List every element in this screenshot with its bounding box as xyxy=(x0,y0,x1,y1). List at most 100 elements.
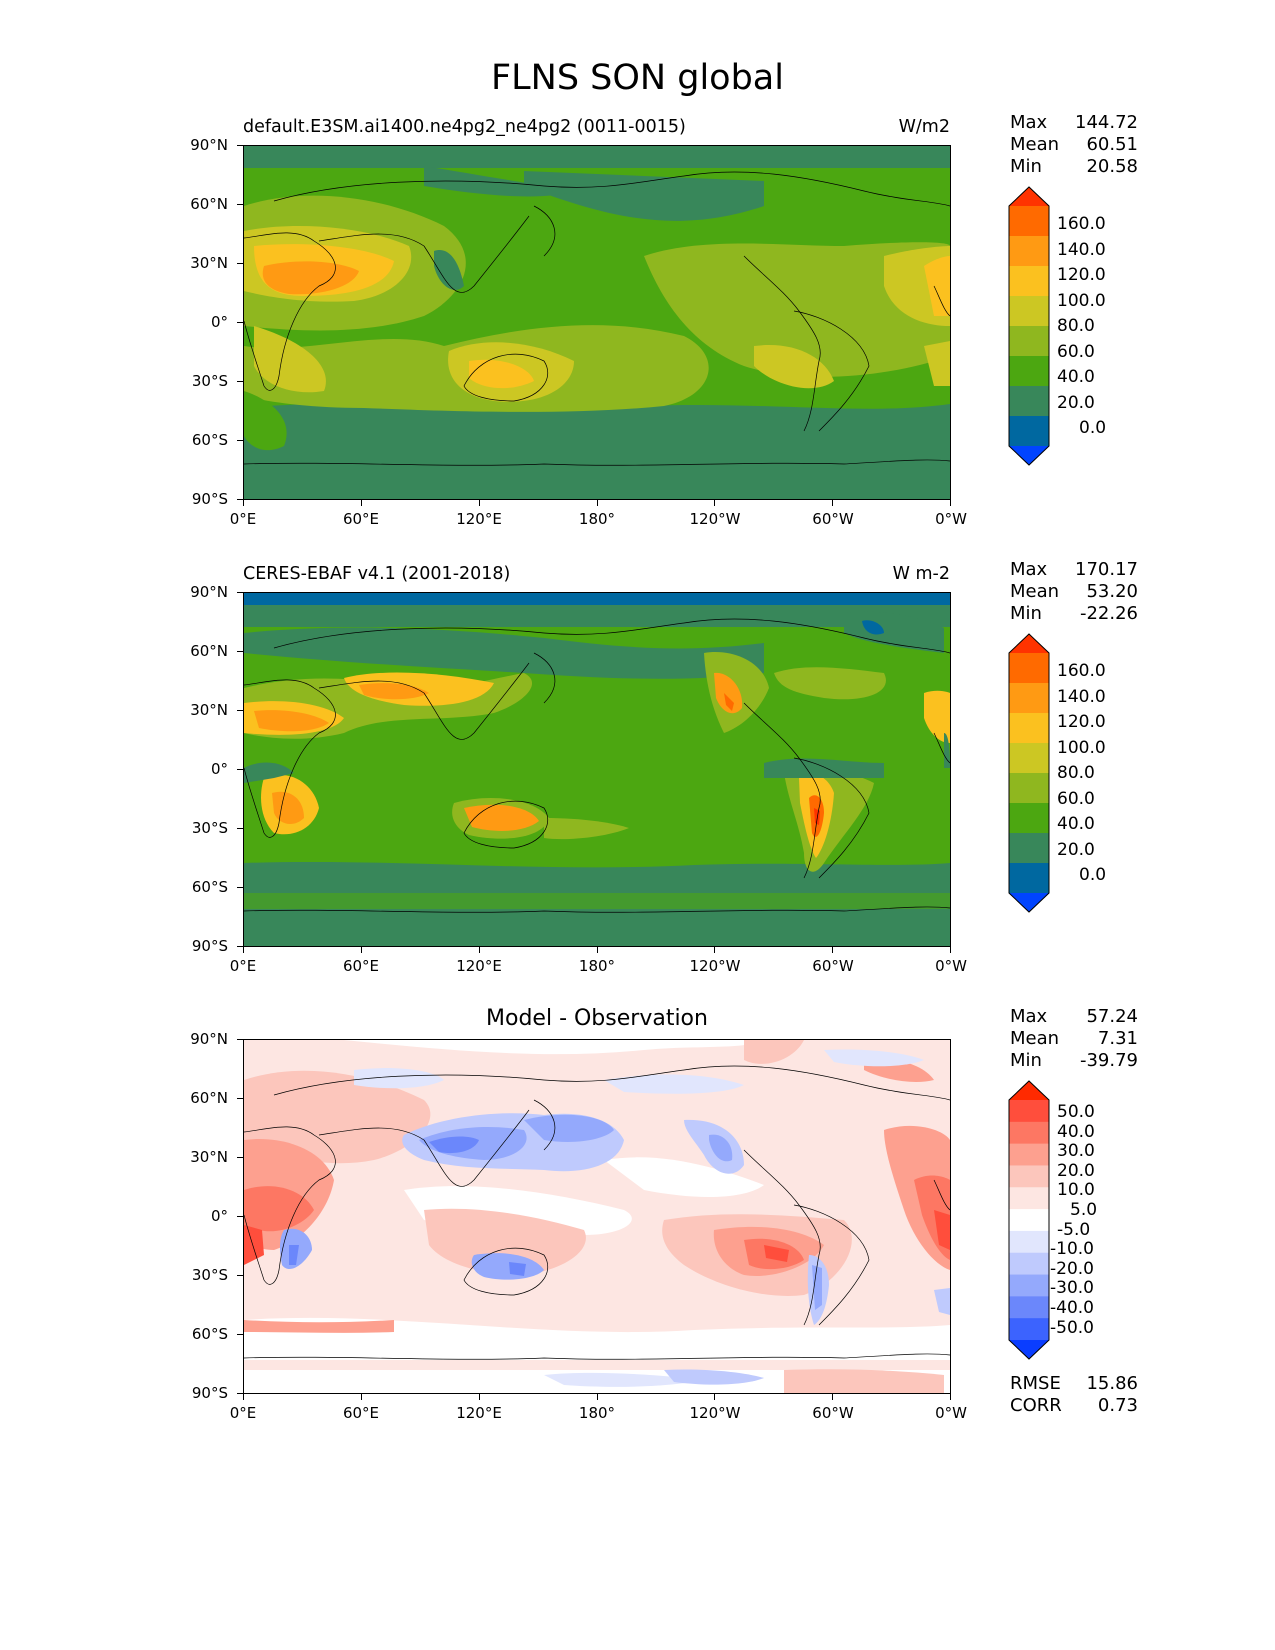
colorbar-model xyxy=(1008,186,1050,472)
y-tick-label: 60°S xyxy=(191,431,228,449)
x-tick xyxy=(243,1394,244,1400)
y-tick-label: 0° xyxy=(210,313,228,331)
stat-mean: 53.20 xyxy=(1086,581,1138,602)
y-tick xyxy=(237,651,243,652)
stat-mean: 7.31 xyxy=(1097,1028,1138,1049)
x-tick-label: 120°E xyxy=(456,510,502,528)
colorbar-segment xyxy=(1009,1187,1049,1210)
stat-rmse: 15.86 xyxy=(1086,1373,1138,1394)
y-tick xyxy=(237,710,243,711)
y-tick-label: 30°N xyxy=(190,1148,228,1166)
panel-units-model: W/m2 xyxy=(898,117,950,137)
y-tick-label: 30°N xyxy=(190,254,228,272)
x-tick-label: 0°E xyxy=(229,957,257,975)
y-tick-label: 90°N xyxy=(190,136,228,154)
x-tick xyxy=(832,1394,834,1400)
colorbar-label: -20.0 xyxy=(1050,1259,1094,1279)
colorbar-segment xyxy=(1009,833,1049,864)
x-tick-label: 60°E xyxy=(342,510,380,528)
colorbar-label: 50.0 xyxy=(1057,1102,1095,1122)
map-diff xyxy=(243,1039,951,1394)
stat-label: Mean xyxy=(1010,134,1060,155)
colorbar-segment xyxy=(1009,863,1049,894)
y-tick xyxy=(237,204,243,205)
x-tick xyxy=(950,1394,951,1400)
x-tick-label: 120°W xyxy=(689,1404,741,1422)
colorbar-segment xyxy=(1009,266,1049,297)
figure-title: FLNS SON global xyxy=(491,58,784,98)
y-tick xyxy=(237,440,243,441)
x-tick-label: 120°W xyxy=(689,957,741,975)
x-tick xyxy=(596,1394,598,1400)
y-tick-label: 60°N xyxy=(190,642,228,660)
y-tick xyxy=(237,1039,243,1040)
colorbar-segment xyxy=(1009,326,1049,357)
colorbar-label: 5.0 xyxy=(1070,1200,1098,1220)
x-tick-label: 0°E xyxy=(229,510,257,528)
colorbar-label: 60.0 xyxy=(1057,789,1095,809)
y-tick-label: 30°S xyxy=(191,1266,228,1284)
colorbar-extend-top xyxy=(1009,187,1049,206)
colorbar-segment xyxy=(1009,1165,1049,1188)
x-tick xyxy=(478,1394,480,1400)
colorbar-label: 20.0 xyxy=(1057,1161,1095,1181)
colorbar-extend-bottom xyxy=(1009,446,1049,465)
stat-label: Mean xyxy=(1010,1028,1060,1049)
x-tick xyxy=(950,947,951,953)
x-tick-label: 180° xyxy=(578,957,616,975)
colorbar-segment xyxy=(1009,1230,1049,1254)
colorbar-extend-bottom xyxy=(1009,1340,1049,1359)
colorbar-label: 140.0 xyxy=(1057,240,1106,260)
colorbar-segment xyxy=(1009,236,1049,267)
y-tick-label: 30°S xyxy=(191,819,228,837)
colorbar-segment xyxy=(1009,206,1049,237)
panel-title-model: default.E3SM.ai1400.ne4pg2_ne4pg2 (0011-… xyxy=(243,117,686,137)
y-tick-label: 90°S xyxy=(191,937,228,955)
colorbar-label: 20.0 xyxy=(1057,840,1095,860)
stats-diff: Max 57.24 Mean 7.31 Min -39.79 xyxy=(1010,1006,1138,1072)
colorbar-label: 100.0 xyxy=(1057,291,1106,311)
colorbar-segment xyxy=(1009,653,1049,684)
colorbar-label: 0.0 xyxy=(1079,865,1107,885)
y-tick xyxy=(237,499,243,500)
colorbar-label: 140.0 xyxy=(1057,687,1106,707)
stat-label: RMSE xyxy=(1010,1373,1061,1394)
x-tick xyxy=(243,500,244,506)
panel-title-obs: CERES-EBAF v4.1 (2001-2018) xyxy=(243,564,511,584)
colorbar-outline xyxy=(1008,186,1050,466)
y-tick xyxy=(237,946,243,947)
colorbar-label: 120.0 xyxy=(1057,265,1106,285)
panel-units-obs: W m-2 xyxy=(892,564,950,584)
x-tick-label: 60°E xyxy=(342,1404,380,1422)
stat-min: -22.26 xyxy=(1079,603,1138,624)
x-tick xyxy=(832,947,834,953)
x-tick xyxy=(832,500,834,506)
stat-corr: 0.73 xyxy=(1097,1395,1138,1416)
stat-label: Max xyxy=(1010,559,1048,580)
colorbar-diff xyxy=(1008,1080,1050,1366)
y-tick-label: 30°N xyxy=(190,701,228,719)
stats-model: Max 144.72 Mean 60.51 Min 20.58 xyxy=(1010,112,1138,178)
colorbar-label: -5.0 xyxy=(1057,1220,1091,1240)
colorbar-segment xyxy=(1009,1274,1049,1297)
x-tick-label: 0°W xyxy=(935,957,967,975)
colorbar-segment xyxy=(1009,1143,1049,1166)
colorbar-segment xyxy=(1009,296,1049,327)
y-tick-label: 90°N xyxy=(190,583,228,601)
x-tick-label: 180° xyxy=(578,1404,616,1422)
x-tick-label: 0°W xyxy=(935,1404,967,1422)
x-tick xyxy=(714,500,716,506)
colorbar-extend-bottom xyxy=(1009,893,1049,912)
colorbar-label: 40.0 xyxy=(1057,367,1095,387)
stat-label: Min xyxy=(1010,1050,1042,1071)
colorbar-label: 160.0 xyxy=(1057,214,1106,234)
y-tick-label: 60°N xyxy=(190,1089,228,1107)
x-tick-label: 120°E xyxy=(456,1404,502,1422)
x-tick-label: 60°W xyxy=(812,510,854,528)
colorbar-label: 40.0 xyxy=(1057,814,1095,834)
colorbar-segment xyxy=(1009,683,1049,714)
x-tick-label: 60°E xyxy=(342,957,380,975)
y-tick-label: 0° xyxy=(210,1207,228,1225)
x-tick xyxy=(478,947,480,953)
x-tick-label: 60°W xyxy=(812,957,854,975)
